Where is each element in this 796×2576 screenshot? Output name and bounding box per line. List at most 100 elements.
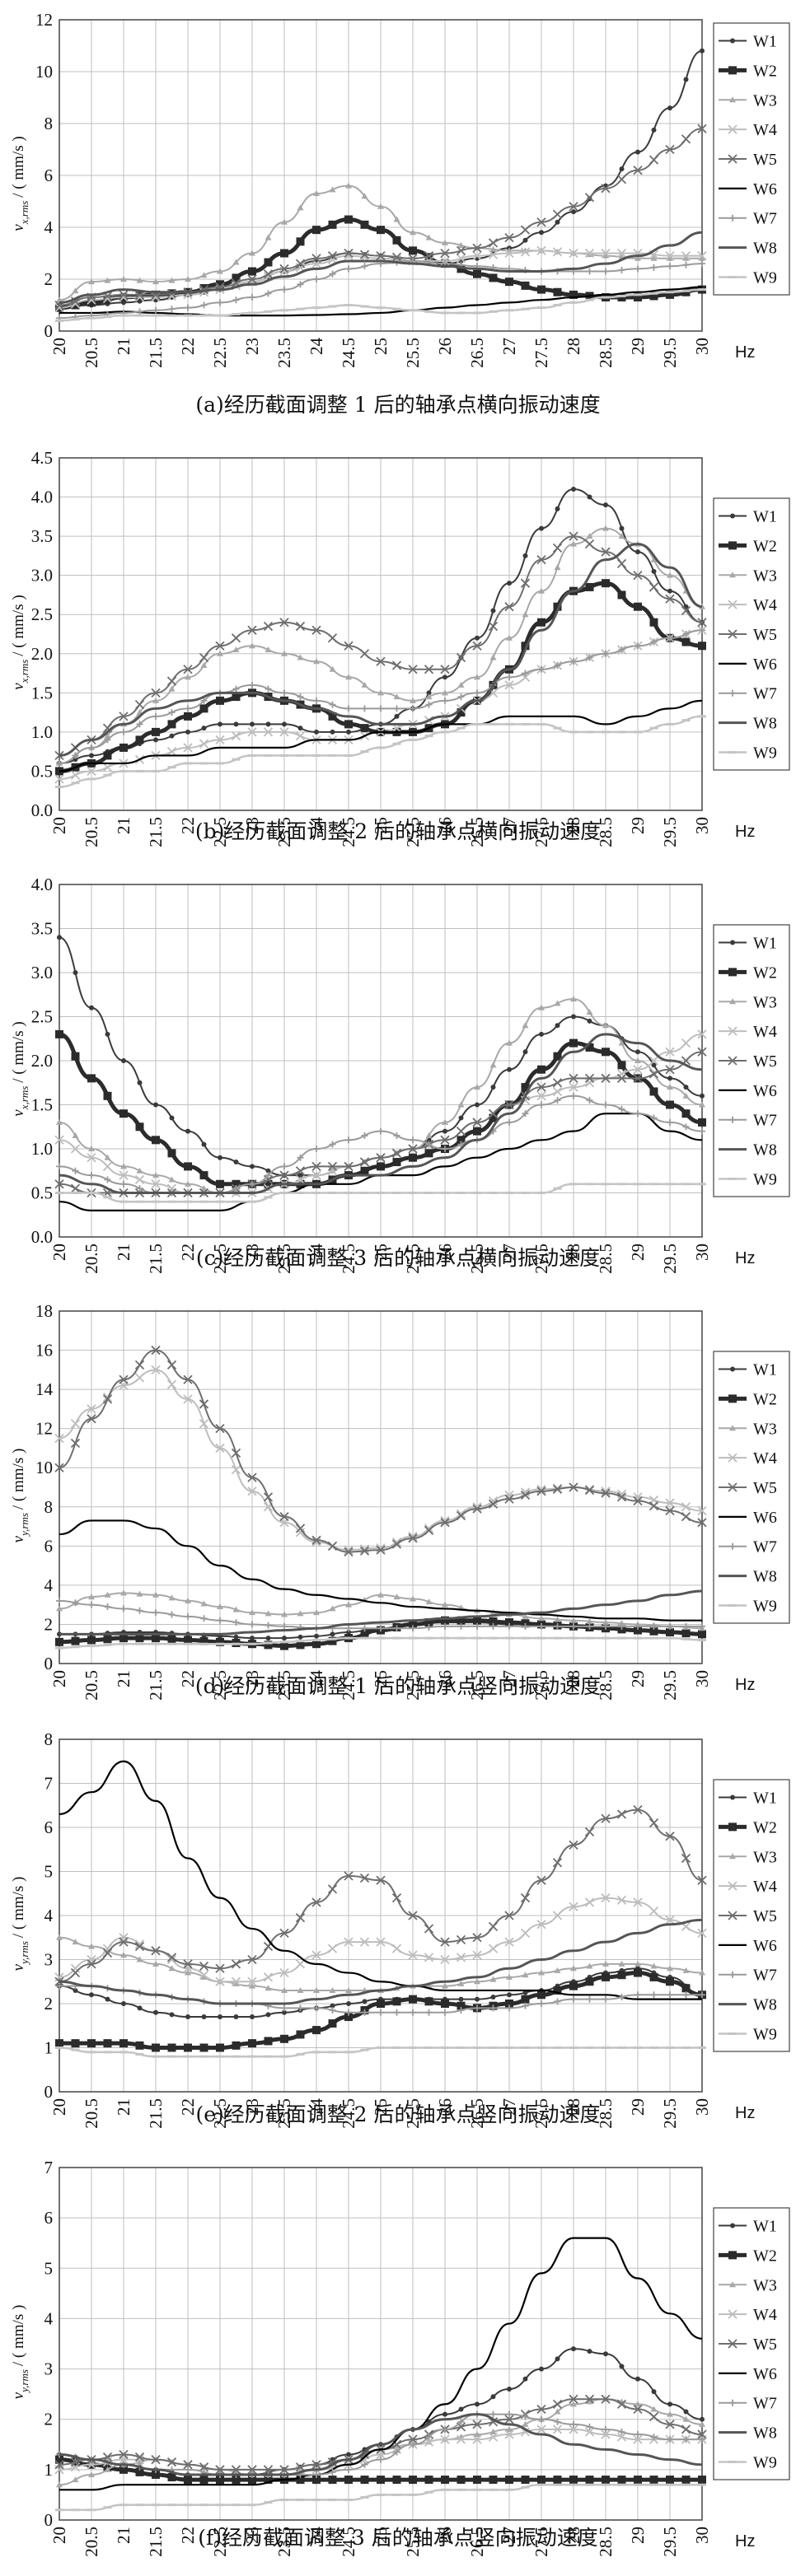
- plot-frame: [59, 457, 703, 811]
- series-w7-point: [570, 658, 577, 665]
- legend-label: W6: [753, 2365, 777, 2383]
- series-w4-point: [440, 1954, 450, 1965]
- series-w7-point: [185, 705, 191, 712]
- series-w2-point: [585, 2476, 594, 2485]
- y-tick-label: 4.5: [31, 448, 53, 468]
- series-w7-point: [618, 1105, 625, 1113]
- series-w2-point: [167, 2043, 176, 2052]
- x-tick-label: 22.5: [210, 1670, 230, 1701]
- series-w3-point: [136, 1590, 143, 1597]
- series-w1-point: [619, 2364, 625, 2369]
- series-w5-point: [408, 1144, 418, 1154]
- series-w5-point: [536, 1082, 546, 1092]
- series-w1-point: [265, 1636, 271, 1641]
- series-w7-point: [232, 296, 240, 304]
- series-w2-point: [505, 2476, 513, 2485]
- x-tick-label: 26: [435, 2527, 455, 2544]
- series-w1-point: [153, 737, 158, 743]
- x-tick-label: 29.5: [660, 1244, 680, 1274]
- series-w1-point: [619, 525, 625, 531]
- chart-b-svg: 0.0 0.5 1.0 1.5 2.0 2.5 3.0 3.5 4.0 4.5 20 20.5 21 21…: [10, 448, 790, 847]
- series-w3-point: [682, 1967, 690, 1973]
- y-axis-unit: / ( mm/s ): [10, 1449, 27, 1510]
- legend-label: W9: [753, 1597, 777, 1615]
- series-w1-point: [105, 1031, 110, 1037]
- x-unit-label: Hz: [735, 2104, 755, 2122]
- series-w3-point: [602, 1619, 609, 1626]
- y-tick-label: 3.5: [31, 526, 53, 546]
- series-w7-point: [329, 1141, 336, 1148]
- series-w4-point: [697, 251, 707, 261]
- chart-panel-c: 0.0 0.5 1.0 1.5 2.0 2.5 3.0 3.5 4.0 20 20.5 21 21.5 2…: [0, 865, 796, 1293]
- series-w3-point: [104, 732, 111, 739]
- series-w2-point: [553, 2476, 562, 2485]
- series-w3-point: [489, 2429, 497, 2434]
- series-w2-point: [360, 2476, 369, 2485]
- series-w4-point: [54, 1135, 64, 1145]
- x-tick-label: 21.5: [146, 817, 166, 847]
- series-w3-point: [232, 259, 240, 265]
- series-w2-point: [728, 541, 737, 550]
- series-w4-point: [616, 1489, 627, 1499]
- series-w4-point: [584, 2427, 595, 2437]
- series-w7-point: [554, 662, 561, 670]
- legend-item-w9: W9: [719, 1597, 777, 1615]
- series-w2-point: [489, 273, 498, 282]
- series-w3-line: [59, 527, 703, 764]
- x-tick-label: 20: [49, 2098, 69, 2116]
- legend-item-w2: W2: [719, 537, 777, 555]
- series-w3-point: [345, 1986, 352, 1993]
- series-w3-point: [634, 1057, 641, 1063]
- x-tick-label: 20.5: [82, 338, 101, 368]
- series-w2-point: [360, 724, 369, 733]
- series-w5-point: [408, 1533, 418, 1543]
- series-w4-point: [456, 1509, 466, 1519]
- series-w2-point: [409, 1153, 417, 1162]
- series-w3-point: [538, 1615, 545, 1622]
- x-tick-label: 30: [692, 1244, 712, 1261]
- series-w2-point: [505, 2000, 513, 2008]
- series-w2-point: [521, 642, 530, 651]
- series-w7-point: [586, 1995, 593, 2003]
- series-w3-point: [522, 611, 529, 618]
- series-w3-point: [168, 1594, 176, 1601]
- series-w5-point: [359, 1546, 370, 1556]
- series-w1-point: [522, 1049, 528, 1055]
- series-w2-point: [248, 267, 256, 276]
- series-w1-point: [233, 2014, 239, 2020]
- y-tick-label: 3.5: [31, 919, 53, 939]
- series-w2-point: [199, 1171, 208, 1180]
- y-tick-label: 6: [44, 166, 54, 185]
- series-w5-point: [584, 1073, 595, 1084]
- series-w3-point: [425, 1598, 433, 1605]
- series-w3-point: [185, 1969, 191, 1976]
- x-tick-label: 27: [499, 1670, 519, 1687]
- series-w1-point: [169, 2012, 175, 2018]
- legend-item-w7: W7: [719, 685, 777, 703]
- series-w3-point: [345, 182, 352, 189]
- series-w7-point: [489, 1622, 497, 1630]
- y-axis-label: vy,rms / ( mm/s ): [10, 2305, 30, 2400]
- series-w4-point: [70, 1144, 81, 1154]
- series-w7-point: [586, 1622, 593, 1630]
- series-w4-point: [151, 1179, 161, 1189]
- series-w4-point: [633, 1065, 643, 1075]
- series-w3-point: [602, 1960, 609, 1967]
- series-w7-point: [602, 1622, 609, 1630]
- series-w2-point: [232, 273, 241, 282]
- series-w5-point: [247, 625, 257, 635]
- series-w3-point: [538, 1969, 545, 1976]
- series-w5-point: [102, 1948, 113, 1958]
- y-tick-label: 3: [44, 2359, 54, 2379]
- series-w2-point: [537, 618, 545, 627]
- series-w4-point: [134, 1174, 145, 1185]
- series-w7-point: [650, 1622, 658, 1630]
- series-w2-point: [184, 2476, 192, 2485]
- series-w3: [56, 1589, 705, 1631]
- series-w4-point: [311, 1950, 321, 1960]
- series-w7-point: [699, 1127, 705, 1135]
- legend-item-w9: W9: [719, 268, 777, 287]
- series-w4-point: [536, 1920, 546, 1930]
- series-w2-point: [296, 2030, 305, 2039]
- series-w5-point: [295, 621, 306, 632]
